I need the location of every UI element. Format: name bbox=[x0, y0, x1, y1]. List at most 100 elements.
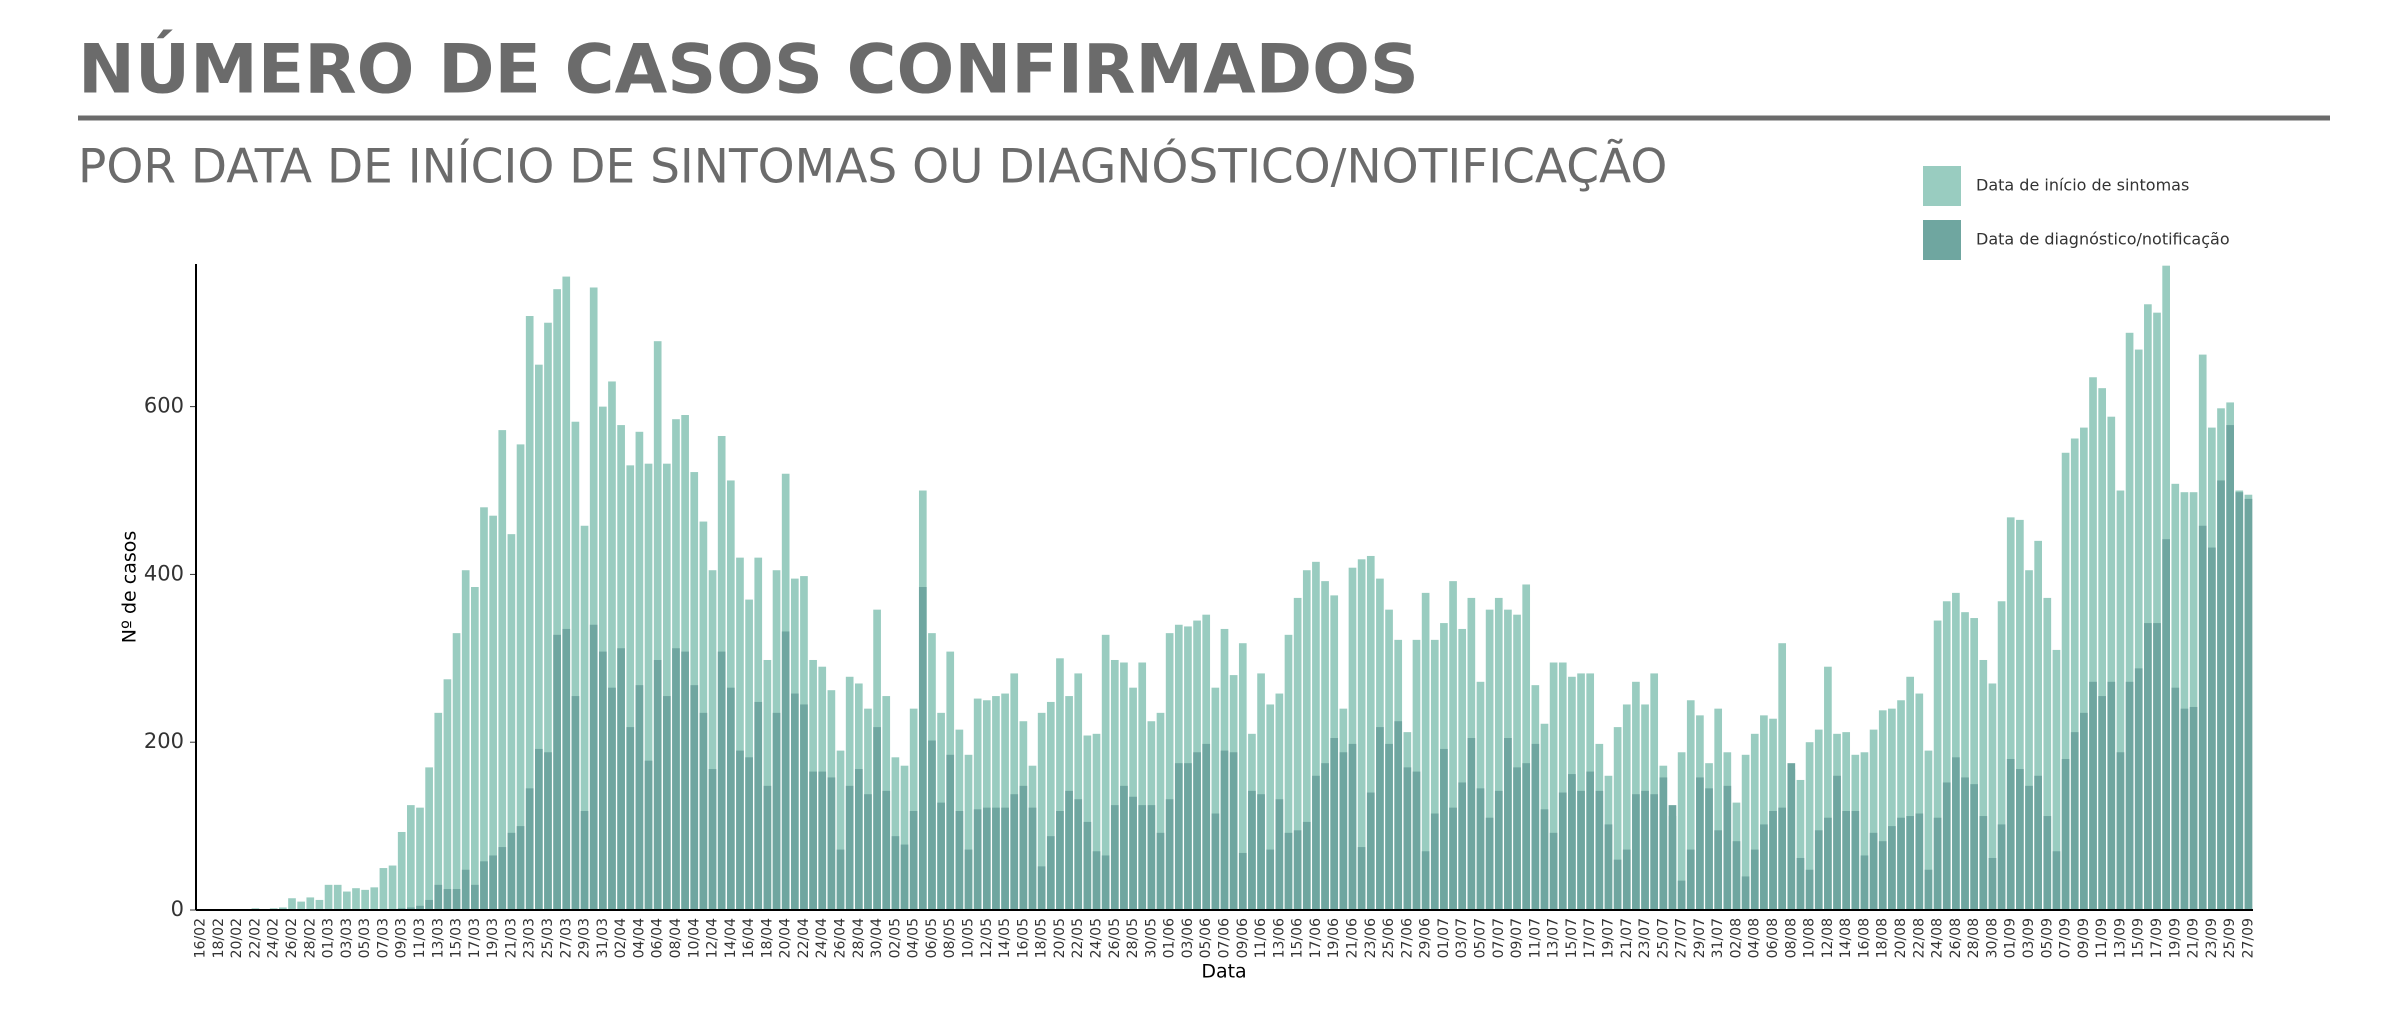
bar bbox=[1714, 830, 1723, 910]
bar bbox=[1650, 673, 1659, 910]
x-tick-label: 01/09 bbox=[2003, 918, 2019, 958]
bar bbox=[672, 648, 680, 910]
bar bbox=[1275, 799, 1284, 910]
x-tick-label: 02/05 bbox=[887, 918, 903, 958]
bar bbox=[1312, 561, 1320, 910]
x-tick-label: 13/07 bbox=[1546, 918, 1562, 958]
bar bbox=[1467, 738, 1476, 910]
bar bbox=[1604, 824, 1613, 910]
bar bbox=[534, 748, 543, 910]
bar bbox=[1284, 832, 1293, 910]
legend-swatch bbox=[1923, 166, 1961, 206]
bar bbox=[434, 712, 443, 910]
bar bbox=[1312, 775, 1320, 910]
bar bbox=[854, 769, 863, 910]
bar bbox=[1504, 738, 1512, 910]
x-tick-label: 30/05 bbox=[1143, 918, 1159, 958]
bar bbox=[1796, 857, 1805, 910]
bar bbox=[1403, 767, 1412, 910]
bar bbox=[489, 515, 497, 910]
bar bbox=[525, 316, 534, 910]
bar bbox=[1284, 634, 1293, 910]
bar bbox=[443, 889, 452, 910]
bar bbox=[1092, 851, 1101, 910]
x-tick-label: 10/04 bbox=[686, 918, 702, 958]
bar bbox=[1156, 832, 1165, 910]
bar bbox=[790, 693, 799, 910]
bar bbox=[1997, 824, 2006, 910]
bar bbox=[1814, 830, 1823, 910]
bar bbox=[635, 685, 644, 910]
bar bbox=[1211, 687, 1220, 910]
bar bbox=[1796, 779, 1805, 910]
x-tick-label: 15/06 bbox=[1290, 918, 1306, 958]
bar bbox=[1321, 763, 1329, 910]
bar bbox=[2153, 312, 2161, 910]
bar bbox=[2034, 775, 2042, 910]
x-tick-label: 11/09 bbox=[2094, 918, 2110, 958]
bar bbox=[1696, 777, 1704, 910]
x-tick-label: 24/04 bbox=[814, 918, 830, 958]
x-tick-label: 09/06 bbox=[1235, 918, 1251, 958]
x-tick-label: 06/05 bbox=[924, 918, 940, 958]
legend-label: Data de diagnóstico/notificação bbox=[1976, 230, 2230, 249]
bar bbox=[653, 341, 662, 910]
bar bbox=[982, 807, 991, 910]
bar bbox=[2217, 480, 2225, 910]
bar bbox=[1056, 658, 1064, 910]
bar bbox=[708, 769, 717, 910]
bar bbox=[1750, 849, 1759, 910]
x-tick-label: 19/03 bbox=[485, 918, 501, 958]
x-tick-label: 04/04 bbox=[631, 918, 647, 958]
bar bbox=[1906, 676, 1915, 910]
x-tick-label: 12/04 bbox=[705, 918, 721, 958]
x-tick-label: 08/04 bbox=[668, 918, 684, 958]
bar bbox=[306, 897, 315, 910]
bar bbox=[617, 648, 625, 910]
bar bbox=[1092, 733, 1101, 910]
bar bbox=[1778, 643, 1787, 910]
bar bbox=[1824, 817, 1832, 910]
bar bbox=[992, 807, 1000, 910]
bar bbox=[1430, 639, 1439, 910]
bar bbox=[1924, 750, 1933, 910]
bar bbox=[946, 754, 955, 910]
bar bbox=[681, 651, 689, 910]
x-tick-label: 29/06 bbox=[1418, 918, 1434, 958]
bar bbox=[873, 727, 881, 910]
x-tick-label: 21/09 bbox=[2186, 918, 2202, 958]
x-tick-label: 23/06 bbox=[1363, 918, 1379, 958]
x-tick-label: 08/05 bbox=[942, 918, 958, 958]
bar bbox=[1101, 855, 1110, 910]
bar bbox=[1760, 715, 1768, 910]
x-tick-label: 23/03 bbox=[522, 918, 538, 958]
bar bbox=[699, 712, 708, 910]
bar bbox=[1769, 811, 1777, 910]
bar bbox=[836, 849, 845, 910]
bar bbox=[1915, 693, 1924, 910]
x-tick-label: 06/08 bbox=[1765, 918, 1781, 958]
x-tick-label: 16/04 bbox=[741, 918, 757, 958]
bar bbox=[1257, 794, 1265, 910]
bar bbox=[1476, 788, 1485, 910]
y-tick-label: 400 bbox=[144, 561, 184, 585]
x-tick-label: 22/04 bbox=[796, 918, 812, 958]
bar bbox=[1705, 788, 1713, 910]
legend-swatch bbox=[1923, 220, 1961, 260]
x-tick-label: 23/09 bbox=[2204, 918, 2220, 958]
bar bbox=[1961, 612, 1969, 910]
x-tick-label: 03/09 bbox=[2021, 918, 2037, 958]
bar bbox=[1065, 790, 1073, 910]
x-tick-label: 18/04 bbox=[759, 918, 775, 958]
x-tick-label: 07/03 bbox=[375, 918, 391, 958]
bar bbox=[553, 634, 561, 910]
bar bbox=[653, 659, 662, 910]
bar bbox=[662, 696, 671, 910]
bar bbox=[891, 757, 900, 910]
bar bbox=[324, 884, 333, 910]
bar bbox=[1549, 832, 1558, 910]
x-tick-label: 22/02 bbox=[247, 918, 263, 958]
bar bbox=[1238, 643, 1247, 910]
x-tick-label: 15/03 bbox=[449, 918, 465, 958]
bar bbox=[1988, 683, 1997, 910]
